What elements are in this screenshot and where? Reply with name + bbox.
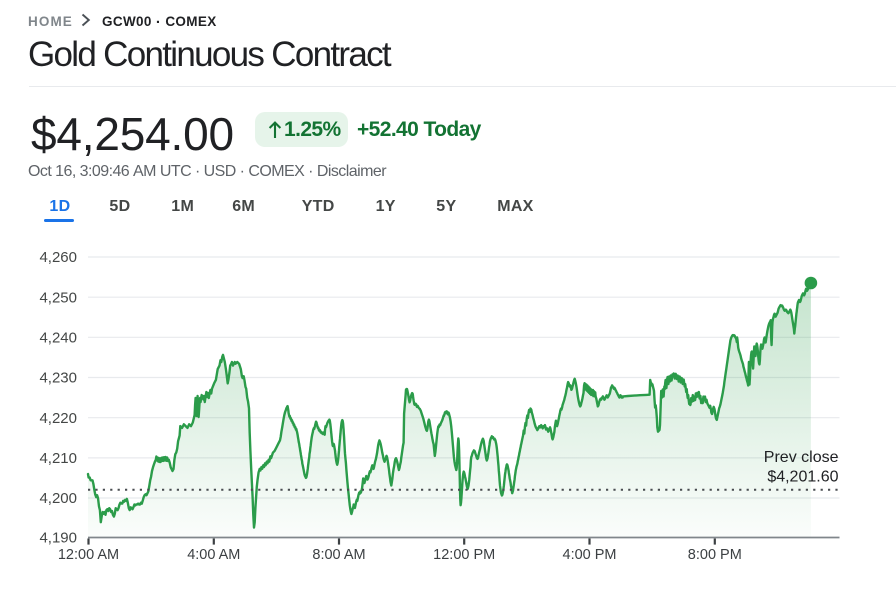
svg-text:4,210: 4,210 (39, 450, 77, 467)
svg-text:Prev close: Prev close (764, 449, 839, 466)
svg-text:4,260: 4,260 (39, 249, 77, 266)
svg-text:12:00 AM: 12:00 AM (58, 547, 119, 563)
svg-text:8:00 PM: 8:00 PM (688, 547, 742, 563)
svg-text:4,220: 4,220 (39, 410, 77, 427)
svg-text:4:00 PM: 4:00 PM (563, 547, 617, 563)
svg-text:4,200: 4,200 (39, 490, 77, 507)
svg-text:12:00 PM: 12:00 PM (433, 547, 495, 563)
svg-text:4,250: 4,250 (39, 289, 77, 306)
svg-text:$4,201.60: $4,201.60 (767, 469, 838, 486)
svg-text:4:00 AM: 4:00 AM (187, 547, 240, 563)
svg-text:4,230: 4,230 (39, 370, 77, 387)
svg-text:8:00 AM: 8:00 AM (312, 547, 365, 563)
svg-text:4,190: 4,190 (39, 530, 77, 547)
svg-text:4,240: 4,240 (39, 330, 77, 347)
